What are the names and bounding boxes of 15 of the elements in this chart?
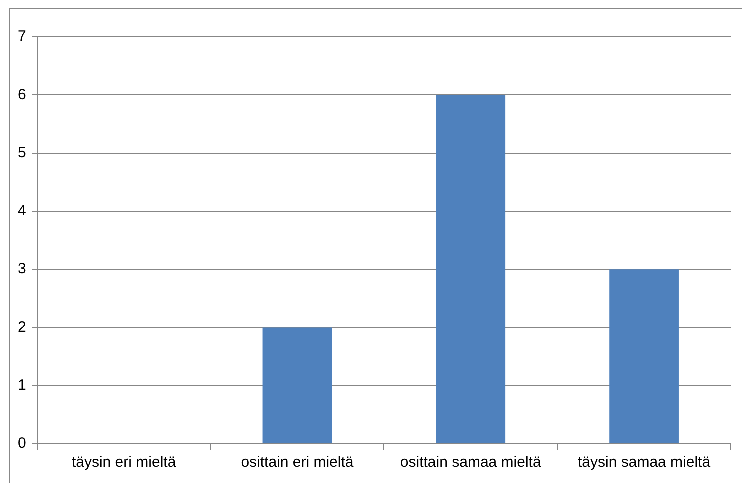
x-tick-label: osittain samaa mieltä — [400, 454, 542, 472]
x-tick-label: osittain eri mieltä — [241, 454, 354, 472]
y-tick-label: 3 — [18, 260, 26, 278]
y-tick-label: 1 — [18, 377, 26, 394]
bar — [610, 270, 679, 444]
y-tick-label: 0 — [18, 435, 26, 452]
x-tick-label: täysin samaa mieltä — [578, 454, 712, 472]
bar — [262, 328, 332, 444]
y-tick-label: 4 — [18, 202, 26, 220]
x-tick-label: täysin eri mieltä — [72, 454, 177, 472]
y-tick-label: 6 — [18, 86, 26, 104]
y-tick-label: 5 — [18, 144, 26, 162]
bar — [436, 95, 506, 444]
y-tick-label: 7 — [18, 28, 26, 46]
y-tick-label: 2 — [18, 318, 26, 336]
